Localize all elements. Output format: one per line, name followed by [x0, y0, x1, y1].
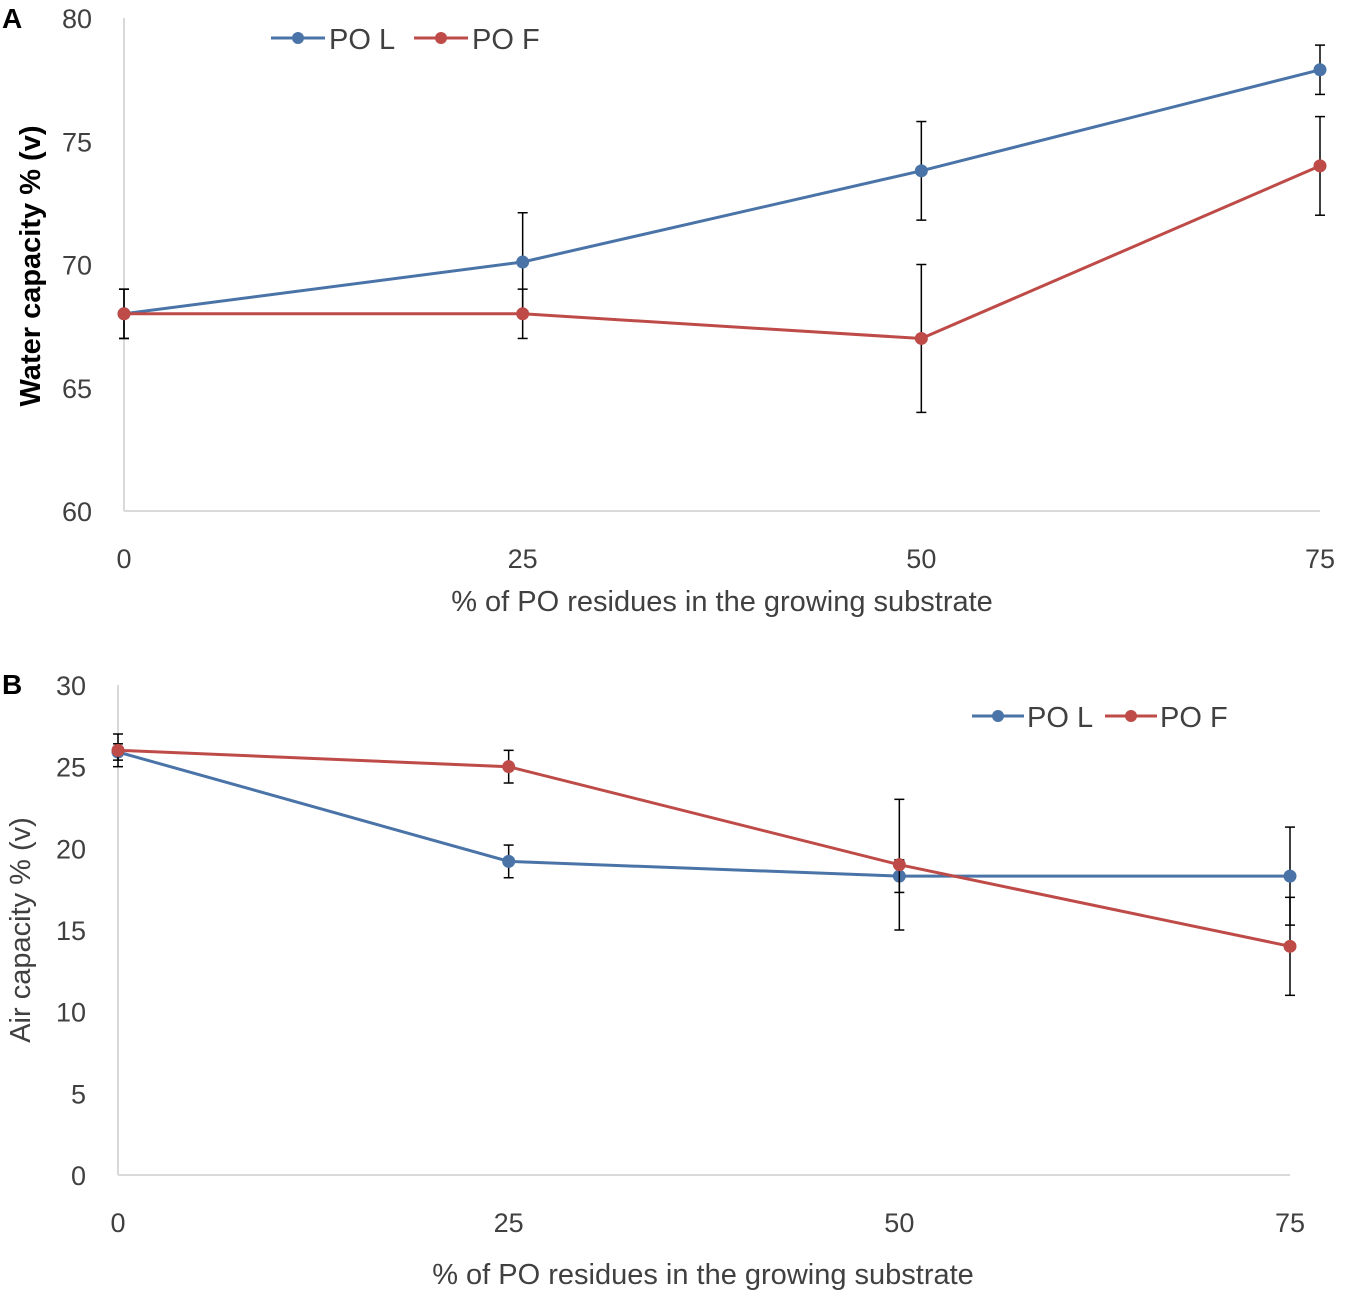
panel-a-series: [117, 44, 1327, 414]
panel-a-x-tick-1: 25: [508, 544, 538, 574]
panel-b-y-tick-3: 15: [56, 916, 86, 946]
panel-b-series: [111, 733, 1297, 997]
legend-a-pof-marker: [435, 32, 447, 44]
legend-b-pof-marker: [1125, 710, 1137, 722]
panel-b-y-tick-5: 25: [56, 753, 86, 783]
panel-b-series-pof-line: [117, 748, 1291, 948]
panel-b-legend: PO L PO F: [972, 702, 1228, 734]
panel-a-y-axis-title: Water capacity % (v): [15, 126, 47, 407]
panel-a-series-pol-point-1: [516, 255, 530, 269]
panel-a-series-pol-line: [123, 68, 1321, 316]
panel-a-y-tick-3: 75: [62, 127, 92, 157]
panel-a-series-pof-point-1: [516, 307, 530, 321]
panel-a-series-pof-point-0: [117, 307, 131, 321]
panel-b-y-tick-2: 10: [56, 998, 86, 1028]
panel-a-y-tick-4: 80: [62, 4, 92, 34]
panel-a-y-tick-1: 65: [62, 374, 92, 404]
legend-b-pol-marker: [992, 710, 1004, 722]
panel-a-x-tick-labels: 0 25 50 75: [116, 544, 1335, 574]
panel-b-y-tick-labels: 0 5 10 15 20 25 30: [56, 671, 86, 1191]
panel-a-x-axis-title: % of PO residues in the growing substrat…: [451, 586, 993, 618]
panel-a-y-tick-0: 60: [62, 497, 92, 527]
panel-a-series-pof-point-3: [1313, 159, 1327, 173]
legend-b-pol-label: PO L: [1027, 702, 1093, 734]
panel-b-y-tick-4: 20: [56, 834, 86, 864]
legend-a-pol-label: PO L: [329, 24, 395, 56]
panel-b-series-pol-point-1: [502, 854, 516, 868]
legend-a-pof-label: PO F: [472, 24, 540, 56]
panel-b-series-pof-point-0: [111, 743, 125, 757]
panel-b-series-pol-point-3: [1283, 869, 1297, 883]
panel-a-legend: PO L PO F: [271, 24, 540, 56]
panel-b-series-pof-point-1: [502, 760, 516, 774]
panel-b-series-pol-line: [117, 750, 1290, 878]
legend-b-pof-label: PO F: [1160, 702, 1228, 734]
panel-b-x-tick-0: 0: [110, 1208, 125, 1238]
panel-b: B 0 5 10 15 20 25 30 0 25 50 75 % of PO residues …: [2, 669, 1305, 1291]
panel-b-x-tick-labels: 0 25 50 75: [110, 1208, 1305, 1238]
panel-a-label: A: [2, 3, 22, 34]
panel-b-y-tick-6: 30: [56, 671, 86, 701]
legend-a-pol-marker: [292, 32, 304, 44]
panel-a-series-pof-point-2: [914, 331, 928, 345]
panel-b-label: B: [2, 669, 22, 700]
panel-a-series-pol-point-3: [1313, 63, 1327, 77]
panel-b-x-tick-1: 25: [494, 1208, 524, 1238]
panel-b-series-pof-point-2: [892, 858, 906, 872]
panel-a-y-tick-labels: 60 65 70 75 80: [62, 4, 92, 527]
panel-b-x-tick-3: 75: [1275, 1208, 1305, 1238]
panel-b-y-tick-0: 0: [71, 1161, 86, 1191]
panel-a-x-tick-3: 75: [1305, 544, 1335, 574]
panel-a-x-tick-0: 0: [116, 544, 131, 574]
panel-a-y-tick-2: 70: [62, 251, 92, 281]
panel-a-series-pof-line: [124, 164, 1321, 341]
panel-b-y-axis-title: Air capacity % (v): [5, 817, 37, 1043]
panel-b-series-pof-point-3: [1283, 939, 1297, 953]
panel-a-series-pol-point-2: [914, 164, 928, 178]
panel-b-x-axis-title: % of PO residues in the growing substrat…: [432, 1259, 974, 1291]
panel-a-x-tick-2: 50: [906, 544, 936, 574]
panel-b-y-tick-1: 5: [71, 1079, 86, 1109]
panel-a: A 60 65 70 75 80 0 25 50 75 % of PO residues in…: [2, 3, 1335, 618]
panel-b-x-tick-2: 50: [884, 1208, 914, 1238]
